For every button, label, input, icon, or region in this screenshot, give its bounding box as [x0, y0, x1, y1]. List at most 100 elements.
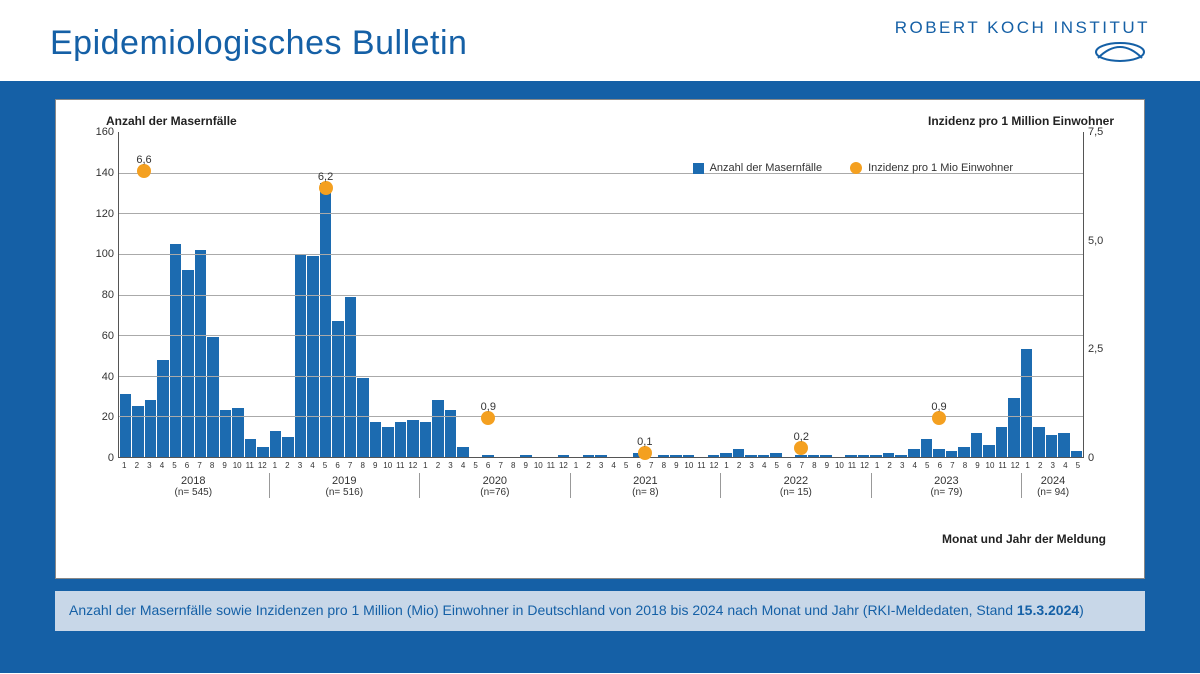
x-month-tick: 12 — [407, 461, 420, 470]
x-month-tick: 1 — [871, 461, 884, 470]
y-left-tick: 140 — [86, 167, 114, 179]
x-month-tick: 9 — [218, 461, 231, 470]
body-frame: Anzahl der Masernfälle Inzidenz pro 1 Mi… — [0, 81, 1200, 673]
caption: Anzahl der Masernfälle sowie Inzidenzen … — [55, 591, 1145, 631]
bar — [683, 455, 695, 457]
bar — [558, 455, 570, 457]
legend-bar-label: Anzahl der Masernfälle — [710, 162, 823, 174]
x-month-tick: 12 — [858, 461, 871, 470]
bar — [820, 455, 832, 457]
x-month-tick: 1 — [570, 461, 583, 470]
x-axis-title: Monat und Jahr der Meldung — [76, 532, 1106, 546]
bar — [420, 422, 432, 457]
bar — [845, 455, 857, 457]
x-month-tick: 7 — [645, 461, 658, 470]
bar — [583, 455, 595, 457]
bar — [520, 455, 532, 457]
bar — [207, 337, 219, 457]
x-month-tick: 11 — [545, 461, 558, 470]
y-right-tick: 7,5 — [1088, 126, 1114, 138]
x-month-tick: 12 — [256, 461, 269, 470]
x-month-tick: 3 — [1046, 461, 1059, 470]
x-month-tick: 2 — [281, 461, 294, 470]
bar — [658, 455, 670, 457]
bar — [195, 250, 207, 457]
y-left-tick: 40 — [86, 371, 114, 383]
y-right-tick: 2,5 — [1088, 343, 1114, 355]
x-month-tick: 3 — [444, 461, 457, 470]
legend: Anzahl der Masernfälle Inzidenz pro 1 Mi… — [693, 162, 1013, 174]
bar — [157, 360, 169, 458]
x-month-tick: 11 — [394, 461, 407, 470]
bar — [720, 453, 732, 457]
x-month-tick: 8 — [658, 461, 671, 470]
x-month-tick: 11 — [243, 461, 256, 470]
x-month-tick: 8 — [507, 461, 520, 470]
bar — [858, 455, 870, 457]
chart-area: 6,66,20,90,10,20,9 Anzahl der Masernfäll… — [86, 132, 1114, 492]
bar — [1058, 433, 1070, 457]
bar — [132, 406, 144, 457]
legend-dots: Inzidenz pro 1 Mio Einwohner — [850, 162, 1013, 174]
x-year-group: 2021(n= 8) — [570, 473, 721, 498]
x-month-tick: 2 — [432, 461, 445, 470]
y-left-tick: 120 — [86, 208, 114, 220]
bar — [946, 451, 958, 457]
x-month-tick: 4 — [908, 461, 921, 470]
caption-text-pre: Anzahl der Masernfälle sowie Inzidenzen … — [69, 602, 1017, 618]
x-month-tick: 2 — [1034, 461, 1047, 470]
x-month-tick: 6 — [632, 461, 645, 470]
x-month-tick: 4 — [156, 461, 169, 470]
bar — [332, 321, 344, 457]
legend-bar-icon — [693, 163, 704, 174]
x-month-tick: 6 — [482, 461, 495, 470]
incidence-label: 6,2 — [318, 172, 333, 184]
x-month-tick: 6 — [331, 461, 344, 470]
x-month-tick: 5 — [168, 461, 181, 470]
bar — [370, 422, 382, 457]
bar — [883, 453, 895, 457]
y-left-tick: 60 — [86, 330, 114, 342]
bar — [958, 447, 970, 457]
bar — [595, 455, 607, 457]
x-month-tick: 8 — [356, 461, 369, 470]
x-month-tick: 8 — [959, 461, 972, 470]
x-month-tick: 12 — [708, 461, 721, 470]
header: Epidemiologisches Bulletin ROBERT KOCH I… — [0, 0, 1200, 81]
bar — [120, 394, 132, 457]
bar — [270, 431, 282, 457]
x-month-tick: 1 — [419, 461, 432, 470]
bar — [808, 455, 820, 457]
y-left-tick: 0 — [86, 452, 114, 464]
x-year-group: 2019(n= 516) — [269, 473, 420, 498]
bar — [457, 447, 469, 457]
x-month-tick: 5 — [770, 461, 783, 470]
y-axis-left-title: Anzahl der Masernfälle — [106, 114, 237, 128]
x-year-group: 2023(n= 79) — [871, 473, 1022, 498]
x-month-tick: 10 — [532, 461, 545, 470]
x-month-tick: 7 — [946, 461, 959, 470]
bar — [1008, 398, 1020, 457]
x-month-tick: 7 — [344, 461, 357, 470]
x-month-tick: 1 — [1021, 461, 1034, 470]
y-axis-right-title: Inzidenz pro 1 Million Einwohner — [928, 114, 1114, 128]
bar — [345, 297, 357, 457]
x-month-tick: 5 — [469, 461, 482, 470]
x-month-tick: 7 — [796, 461, 809, 470]
bar — [745, 455, 757, 457]
chart-panel: Anzahl der Masernfälle Inzidenz pro 1 Mi… — [55, 99, 1145, 579]
bar — [395, 422, 407, 457]
bar — [670, 455, 682, 457]
caption-date: 15.3.2024 — [1017, 602, 1079, 618]
bar — [933, 449, 945, 457]
x-month-tick: 6 — [934, 461, 947, 470]
legend-bars: Anzahl der Masernfälle — [693, 162, 823, 174]
x-month-tick: 8 — [808, 461, 821, 470]
logo: ROBERT KOCH INSTITUT — [895, 18, 1150, 69]
x-month-tick: 4 — [607, 461, 620, 470]
bar — [482, 455, 494, 457]
bar — [770, 453, 782, 457]
incidence-label: 6,6 — [136, 154, 151, 166]
x-month-tick: 3 — [896, 461, 909, 470]
x-month-tick: 5 — [620, 461, 633, 470]
